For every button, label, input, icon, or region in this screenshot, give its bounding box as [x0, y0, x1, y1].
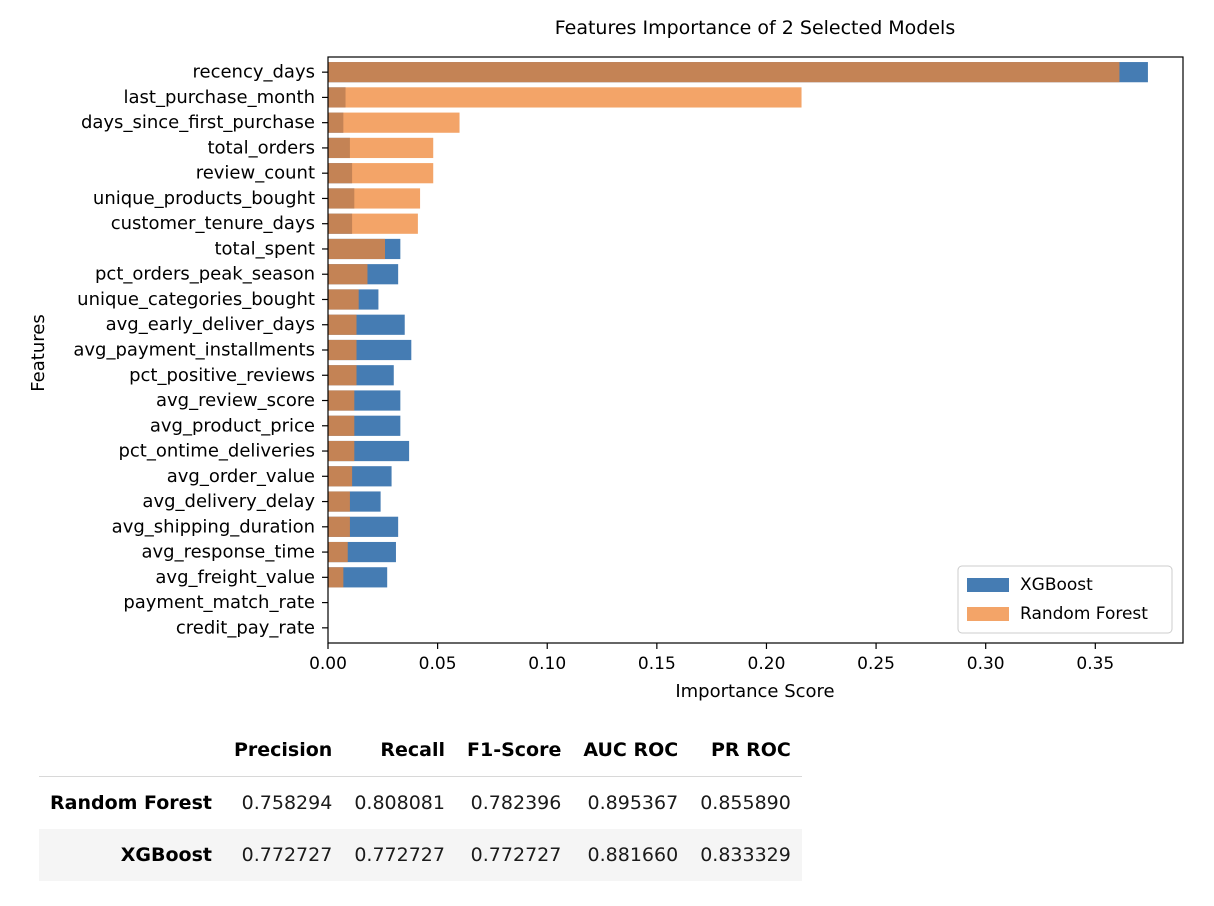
column-header: F1-Score	[456, 724, 573, 777]
bar-random-forest	[328, 541, 348, 563]
bar-random-forest	[328, 440, 355, 462]
bar-random-forest	[328, 289, 359, 310]
table-cell: 0.881660	[587, 844, 679, 866]
bar-random-forest	[328, 112, 460, 133]
table-cell: 0.808081	[354, 792, 445, 814]
table-cell: 0.772727	[241, 844, 333, 866]
y-tick-label: total_spent	[214, 238, 315, 259]
x-tick-label: 0.05	[419, 654, 457, 674]
bar-random-forest	[328, 62, 1120, 83]
y-tick-label: avg_early_deliver_days	[106, 314, 315, 335]
y-tick-label: pct_positive_reviews	[129, 365, 315, 386]
column-header: Precision	[222, 724, 344, 777]
table-cell: 0.782396	[470, 792, 562, 814]
table-corner-cell	[39, 724, 223, 777]
bar-random-forest	[328, 466, 353, 487]
x-tick-label: 0.35	[1076, 654, 1114, 674]
x-axis: 0.00 0.05 0.10 0.15 0.20 0.25 0.30 0.35	[309, 643, 1114, 674]
y-tick-label: total_orders	[207, 137, 315, 158]
bar-random-forest	[328, 415, 355, 436]
table-cell: 0.833329	[700, 844, 791, 866]
y-tick-label: days_since_first_purchase	[81, 112, 315, 133]
column-header: AUC ROC	[572, 724, 690, 777]
y-tick-label: avg_delivery_delay	[142, 491, 315, 512]
table-cell: 0.758294	[241, 792, 333, 814]
column-header: Recall	[343, 724, 456, 777]
y-axis: recency_days last_purchase_month days_sinc…	[73, 62, 328, 638]
y-tick-label: pct_ontime_deliveries	[118, 441, 315, 462]
y-tick-label: avg_response_time	[141, 542, 315, 563]
x-tick-label: 0.10	[528, 654, 566, 674]
y-axis-label: Features	[28, 314, 49, 391]
x-tick-label: 0.00	[309, 654, 347, 674]
y-tick-label: avg_order_value	[167, 466, 315, 487]
x-tick-label: 0.15	[638, 654, 676, 674]
row-label: Random Forest	[50, 792, 212, 814]
bar-random-forest	[328, 390, 355, 411]
bar-random-forest	[328, 314, 357, 335]
plot-frame	[327, 56, 1184, 644]
y-tick-label: unique_products_bought	[93, 188, 315, 209]
bar-random-forest	[328, 264, 368, 285]
feature-importance-chart: Features Importance of 2 Selected Models…	[28, 17, 1184, 702]
legend-label: Random Forest	[1020, 604, 1148, 624]
table-cell: 0.772727	[354, 844, 445, 866]
legend-swatch	[967, 607, 1009, 621]
bars-layer	[328, 62, 1148, 588]
column-header: PR ROC	[689, 724, 802, 777]
chart-title: Features Importance of 2 Selected Models	[555, 17, 955, 39]
x-tick-label: 0.30	[967, 654, 1005, 674]
table-row: Random Forest 0.758294 0.808081 0.782396…	[39, 777, 802, 830]
y-tick-label: pct_orders_peak_season	[95, 264, 315, 285]
bar-random-forest	[328, 213, 418, 234]
table-cell: 0.895367	[587, 792, 679, 814]
legend-label: XGBoost	[1020, 575, 1093, 595]
y-tick-label: recency_days	[193, 62, 316, 83]
y-tick-label: review_count	[196, 163, 315, 184]
y-tick-label: customer_tenure_days	[111, 213, 315, 234]
row-label: XGBoost	[120, 844, 212, 866]
bar-random-forest	[328, 137, 434, 159]
bar-random-forest	[328, 365, 357, 386]
y-tick-label: payment_match_rate	[123, 592, 315, 613]
x-tick-label: 0.20	[748, 654, 786, 674]
table-cell: 0.772727	[470, 844, 562, 866]
bar-random-forest	[328, 516, 350, 537]
y-tick-label: unique_categories_bought	[77, 289, 315, 310]
table-row: XGBoost 0.772727 0.772727 0.772727 0.881…	[39, 829, 802, 881]
y-tick-label: avg_shipping_duration	[112, 516, 315, 537]
legend: XGBoost Random Forest	[957, 565, 1173, 634]
y-tick-label: credit_pay_rate	[176, 617, 315, 638]
table-header-row: Precision Recall F1-Score AUC ROC PR ROC	[39, 724, 802, 777]
y-tick-label: avg_review_score	[156, 390, 315, 411]
legend-swatch	[967, 578, 1009, 592]
bar-random-forest	[328, 339, 357, 361]
y-tick-label: avg_freight_value	[155, 567, 315, 588]
metrics-table: Precision Recall F1-Score AUC ROC PR ROC…	[39, 724, 802, 881]
x-axis-label: Importance Score	[675, 681, 834, 702]
bar-random-forest	[328, 188, 421, 209]
bar-random-forest	[328, 238, 385, 260]
bar-random-forest	[328, 491, 350, 512]
legend-frame	[957, 565, 1173, 634]
bar-random-forest	[328, 163, 434, 184]
y-tick-label: last_purchase_month	[123, 87, 315, 108]
y-tick-label: avg_payment_installments	[73, 340, 315, 361]
x-tick-label: 0.25	[857, 654, 895, 674]
table-cell: 0.855890	[700, 792, 791, 814]
bar-random-forest	[328, 567, 344, 588]
y-tick-label: avg_product_price	[150, 415, 315, 436]
bar-random-forest	[328, 87, 802, 108]
